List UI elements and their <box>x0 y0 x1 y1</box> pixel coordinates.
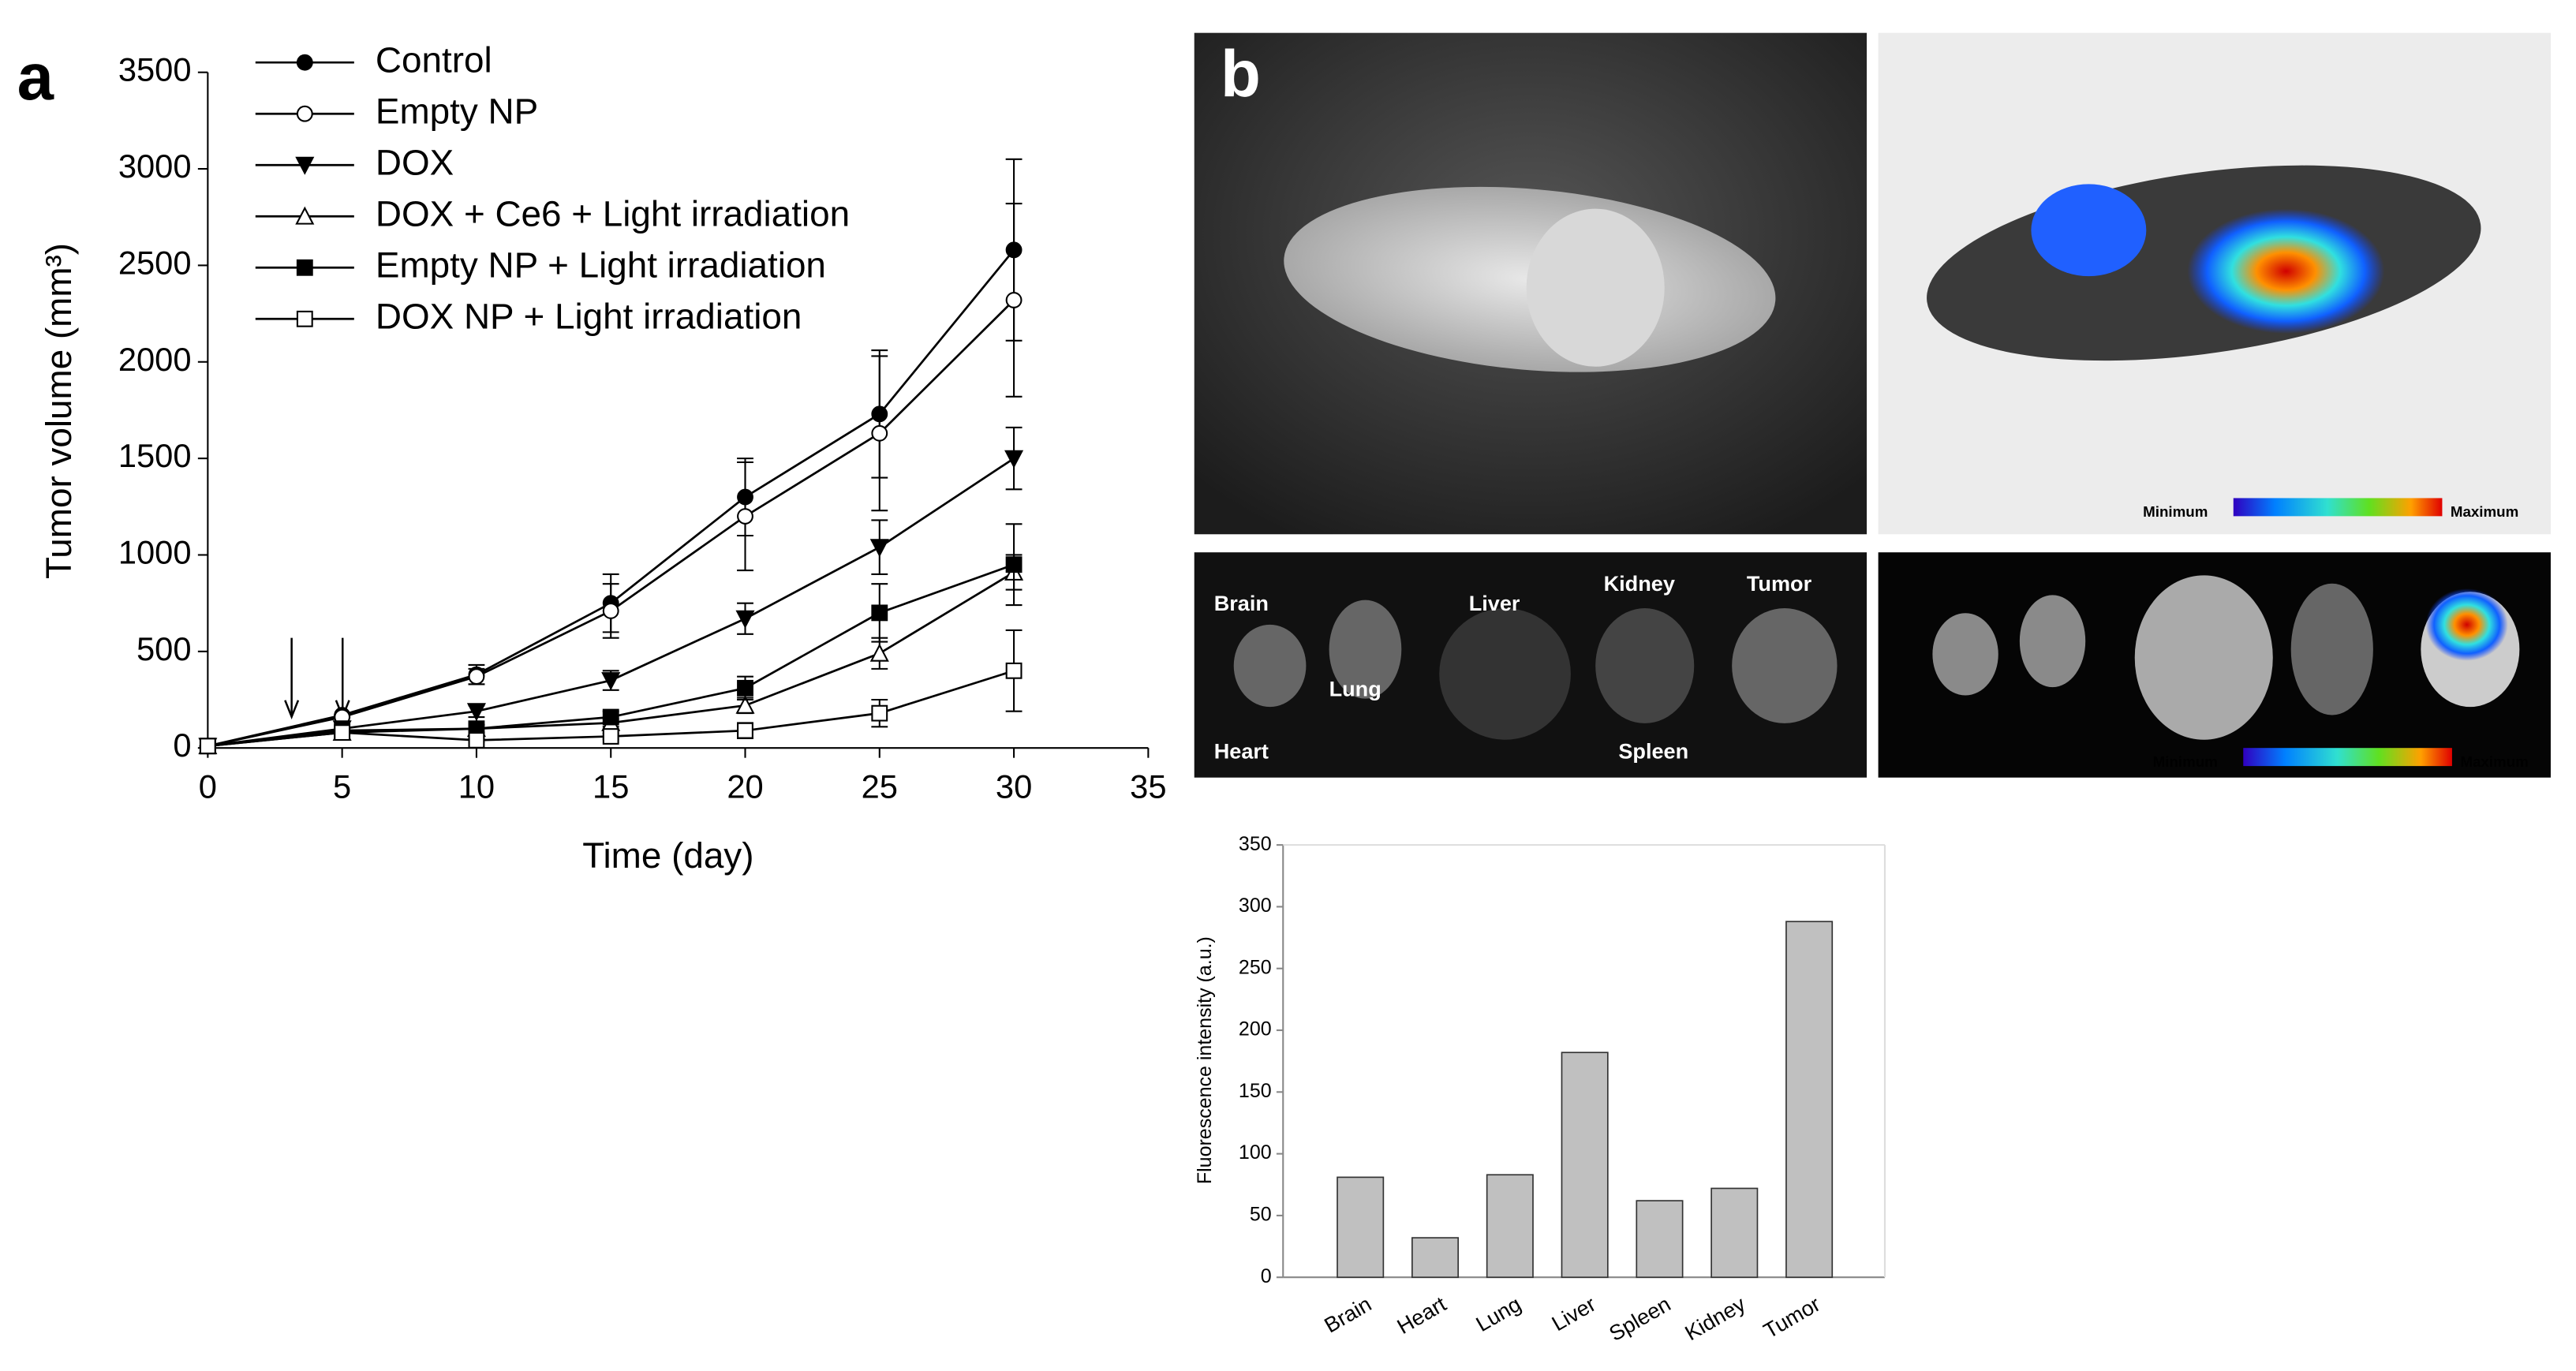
y-tick-label: 200 <box>1239 1018 1272 1040</box>
y-tick-label: 3000 <box>118 148 192 185</box>
organ-label: Heart <box>1214 739 1269 764</box>
organ-label: Tumor <box>1747 571 1812 596</box>
marker <box>602 603 619 619</box>
x-tick-label: 5 <box>333 768 351 805</box>
legend-label: DOX + Ce6 + Light irradiation <box>376 193 850 233</box>
marker <box>334 724 351 742</box>
marker <box>737 679 753 697</box>
marker <box>737 508 753 525</box>
marker <box>296 105 313 122</box>
arrows <box>284 637 350 719</box>
x-tick-label: Liver <box>1547 1291 1599 1336</box>
x-tick-label: 15 <box>593 768 629 805</box>
organ-label: Lung <box>1329 676 1381 700</box>
x-tick-label: Kidney <box>1681 1291 1750 1345</box>
marker <box>1004 450 1024 469</box>
x-axis-label: Time (day) <box>582 835 753 876</box>
x-tick-label: 35 <box>1130 768 1166 805</box>
marker <box>1005 556 1023 573</box>
marker <box>735 610 755 629</box>
bar <box>1785 921 1834 1279</box>
marker <box>296 310 313 327</box>
marker <box>468 731 485 749</box>
y-tick-label: 350 <box>1239 833 1272 855</box>
marker <box>1005 662 1023 679</box>
marker <box>871 604 888 622</box>
y-tick-label: 250 <box>1239 956 1272 978</box>
colorbar-label: Minimum <box>2153 753 2218 770</box>
marker <box>871 704 888 722</box>
marker <box>869 643 889 662</box>
bar <box>1561 1052 1609 1279</box>
marker <box>295 156 315 175</box>
marker <box>737 722 753 739</box>
panel-label: a <box>17 40 54 114</box>
y-tick-label: 2000 <box>118 341 192 378</box>
legend-label: DOX NP + Light irradiation <box>376 296 802 336</box>
y-tick-label: 1000 <box>118 533 192 570</box>
marker <box>601 672 621 691</box>
organ-label: Kidney <box>1604 571 1675 596</box>
organ-label: Liver <box>1469 591 1520 615</box>
x-tick-label: 20 <box>727 768 763 805</box>
x-tick-label: 25 <box>862 768 898 805</box>
marker <box>871 424 888 442</box>
marker <box>1005 292 1023 308</box>
marker <box>468 668 485 686</box>
y-tick-label: 1500 <box>118 437 192 474</box>
x-tick-label: 30 <box>996 768 1032 805</box>
marker <box>602 728 619 745</box>
y-tick-label: 0 <box>173 727 191 764</box>
x-tick-label: 0 <box>199 768 217 805</box>
panel-label: b <box>1221 37 1261 110</box>
bar <box>1411 1237 1460 1279</box>
images: Minimum Maximum Brain Lung Liver Kidney … <box>1194 32 2551 778</box>
bar <box>1337 1176 1385 1279</box>
y-tick-label: 2500 <box>118 244 192 281</box>
y-tick-label: 50 <box>1250 1204 1272 1226</box>
y-tick-label: 3500 <box>118 51 192 88</box>
colorbar-label: Minimum <box>2143 503 2208 520</box>
y-tick-label: 500 <box>136 630 192 667</box>
y-tick-label: 300 <box>1239 895 1272 917</box>
y-tick-label: 100 <box>1239 1141 1272 1164</box>
x-tick-label: Brain <box>1320 1291 1375 1337</box>
marker <box>295 206 315 225</box>
bar <box>1486 1174 1534 1279</box>
x-tick-label: 10 <box>458 768 495 805</box>
legend-label: Control <box>376 39 492 80</box>
x-tick-label: Heart <box>1393 1291 1450 1339</box>
marker <box>735 695 755 714</box>
marker <box>602 708 619 726</box>
y-axis-label: Fluorescence intensity (a.u.) <box>1194 936 1216 1184</box>
y-tick-label: 0 <box>1261 1265 1272 1287</box>
legend-label: DOX <box>376 142 454 182</box>
legend-label: Empty NP + Light irradiation <box>376 245 826 285</box>
marker <box>869 539 889 558</box>
marker <box>466 703 486 722</box>
y-tick-label: 150 <box>1239 1080 1272 1102</box>
marker <box>296 54 313 71</box>
bar <box>1636 1200 1684 1279</box>
marker <box>199 738 216 755</box>
legend-label: Empty NP <box>376 91 538 131</box>
x-tick-label: Spleen <box>1605 1291 1675 1346</box>
x-tick-label: Tumor <box>1759 1291 1824 1343</box>
y-axis-label: Tumor volume (mm³) <box>39 243 79 579</box>
organ-label: Spleen <box>1618 739 1688 764</box>
colorbar-label: Maximum <box>2451 503 2518 520</box>
colorbar-label: Maximum <box>2460 753 2528 770</box>
bar <box>1710 1187 1759 1279</box>
marker <box>296 259 313 276</box>
x-tick-label: Lung <box>1471 1291 1525 1336</box>
organ-label: Brain <box>1214 591 1269 615</box>
